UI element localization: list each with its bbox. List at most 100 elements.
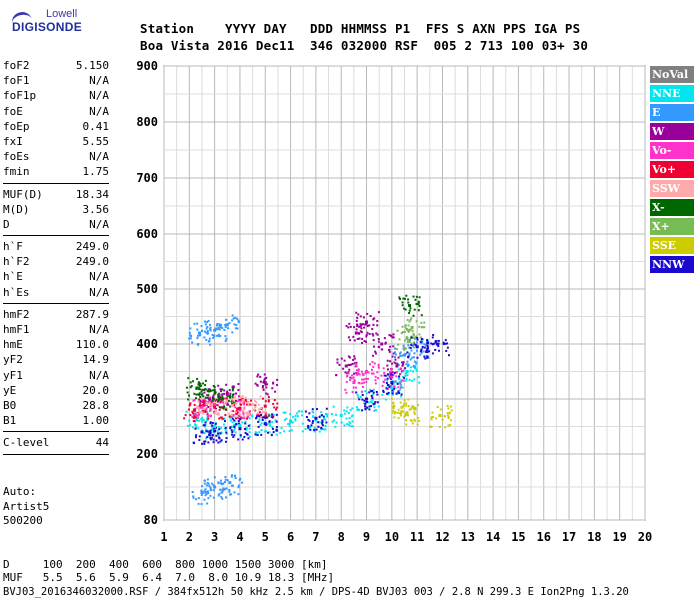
echo-point	[384, 374, 387, 377]
echo-point	[225, 396, 228, 399]
echo-point	[368, 332, 371, 335]
echo-point	[245, 429, 248, 432]
echo-point	[348, 356, 351, 359]
echo-point	[217, 327, 220, 330]
echo-point	[247, 400, 250, 403]
echo-point	[420, 339, 423, 342]
echo-point	[406, 329, 409, 332]
param-key: h`Es	[3, 285, 30, 299]
echo-point	[248, 435, 251, 438]
echo-point	[232, 385, 235, 388]
echo-point	[358, 332, 361, 335]
echo-point	[382, 367, 385, 370]
data-point	[314, 418, 318, 422]
echo-point	[221, 395, 224, 398]
echo-point	[204, 425, 207, 428]
echo-point	[414, 406, 417, 409]
echo-point	[307, 426, 310, 429]
echo-point	[234, 406, 237, 409]
param-key: D	[3, 217, 10, 231]
echo-point	[234, 415, 237, 418]
echo-point	[241, 438, 244, 441]
echo-point	[284, 411, 287, 414]
echo-point	[301, 414, 304, 417]
echo-point	[185, 386, 188, 389]
echo-point	[394, 410, 397, 413]
echo-point	[221, 491, 224, 494]
echo-point	[219, 401, 222, 404]
autoscaling-info: Auto: Artist5 500200	[3, 485, 49, 529]
echo-point	[198, 407, 201, 410]
echo-point	[432, 333, 435, 336]
echo-point	[399, 382, 402, 385]
echo-point	[196, 322, 199, 325]
echo-point	[386, 377, 389, 380]
echo-point	[397, 417, 400, 420]
echo-point	[392, 333, 395, 336]
echo-point	[311, 410, 314, 413]
echo-point	[357, 408, 360, 411]
echo-point	[407, 398, 410, 401]
echo-point	[390, 372, 393, 375]
echo-point	[418, 296, 421, 299]
echo-point	[202, 395, 205, 398]
echo-point	[372, 393, 375, 396]
echo-point	[409, 318, 412, 321]
echo-point	[388, 334, 391, 337]
echo-point	[397, 386, 400, 389]
echo-point	[413, 364, 416, 367]
echo-point	[271, 416, 274, 419]
echo-point	[426, 349, 429, 352]
echo-point	[202, 409, 205, 412]
echo-point	[422, 350, 425, 353]
echo-point	[361, 409, 364, 412]
echo-point	[239, 403, 242, 406]
echo-point	[197, 400, 200, 403]
param-value: N/A	[89, 323, 109, 336]
echo-point	[196, 377, 199, 380]
echo-point	[195, 434, 198, 437]
echo-point	[199, 403, 202, 406]
echo-point	[268, 422, 271, 425]
echo-point	[402, 379, 405, 382]
echo-point	[228, 488, 231, 491]
echo-point	[308, 412, 311, 415]
echo-point	[212, 384, 215, 387]
logo-lowell-text: Lowell	[46, 8, 78, 20]
echo-point	[409, 366, 412, 369]
echo-point	[192, 496, 195, 499]
echo-point	[187, 408, 190, 411]
echo-point	[217, 426, 220, 429]
echo-point	[198, 405, 201, 408]
echo-point	[404, 324, 407, 327]
echo-point	[220, 431, 223, 434]
echo-point	[209, 326, 212, 329]
echo-point	[215, 404, 218, 407]
echo-point	[330, 413, 333, 416]
echo-point	[416, 423, 419, 426]
echo-point	[237, 419, 240, 422]
echo-point	[401, 301, 404, 304]
echo-point	[352, 376, 355, 379]
echo-point	[371, 397, 374, 400]
param-value: N/A	[89, 74, 109, 88]
echo-point	[372, 388, 375, 391]
echo-point	[265, 386, 268, 389]
echo-point	[399, 386, 402, 389]
echo-point	[374, 379, 377, 382]
echo-point	[372, 323, 375, 326]
echo-point	[210, 409, 213, 412]
echo-point	[376, 324, 379, 327]
echo-point	[373, 362, 376, 365]
echo-point	[230, 410, 233, 413]
echo-point	[189, 403, 192, 406]
echo-point	[290, 429, 293, 432]
echo-point	[366, 312, 369, 315]
data-point	[380, 342, 384, 346]
echo-point	[388, 385, 391, 388]
echo-point	[205, 407, 208, 410]
echo-point	[381, 384, 384, 387]
param-group-confidence: C-level 44	[3, 435, 109, 450]
echo-point	[217, 397, 220, 400]
echo-point	[231, 431, 234, 434]
